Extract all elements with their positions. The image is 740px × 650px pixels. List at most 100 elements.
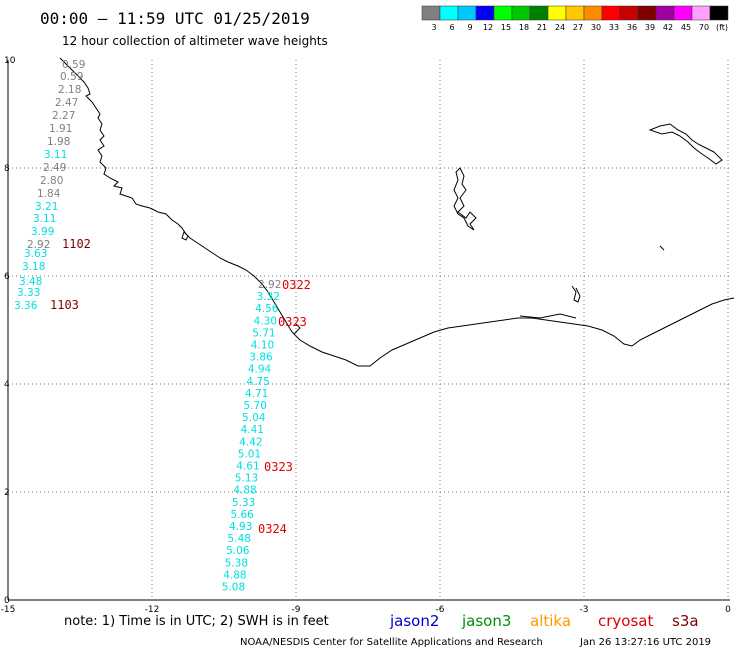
cycle-label: 0324 (258, 522, 287, 536)
wave-height-value: 3.32 (257, 291, 280, 303)
inland-river-3 (659, 245, 665, 251)
y-tick-label: 8 (4, 164, 10, 174)
inland-river-1 (571, 285, 581, 303)
scale-swatch (619, 5, 639, 21)
y-tick-label: 0 (4, 596, 10, 606)
scale-swatch (637, 5, 657, 21)
wave-height-value: 4.71 (245, 388, 268, 400)
coastline-inlet-2 (293, 323, 301, 335)
scale-swatch (655, 5, 675, 21)
x-tick-label: -12 (145, 605, 160, 615)
scale-swatch (565, 5, 585, 21)
coastline-inlet-3 (519, 313, 577, 319)
wave-height-value: 4.10 (251, 340, 274, 352)
scale-label: 18 (519, 23, 529, 32)
scale-swatch (439, 5, 459, 21)
mission-legend: jason2 jason3 altika cryosat s3a (389, 612, 699, 630)
scale-label: 33 (609, 23, 619, 32)
wave-height-value: 4.61 (236, 461, 259, 473)
wave-height-value: 5.01 (238, 448, 261, 460)
y-tick-label: 10 (4, 56, 16, 66)
scale-label: 9 (467, 23, 472, 32)
coastline (59, 57, 735, 367)
grid-lines (8, 60, 730, 600)
wave-height-value: 2.27 (52, 110, 75, 122)
scale-label: 39 (645, 23, 655, 32)
mission-jason2-label: jason2 (389, 612, 439, 630)
wave-height-value: 3.33 (17, 287, 40, 299)
scale-swatch (457, 5, 477, 21)
scale-label: 42 (663, 23, 673, 32)
wave-height-value: 5.04 (242, 412, 266, 424)
wave-height-value: 4.75 (246, 376, 269, 388)
scale-label: 3 (431, 23, 436, 32)
cycle-label: 0322 (282, 278, 311, 292)
scale-label: 27 (573, 23, 583, 32)
scale-swatch (493, 5, 513, 21)
wave-height-value: 5.38 (225, 557, 248, 569)
credit-text: NOAA/NESDIS Center for Satellite Applica… (240, 637, 543, 648)
cycle-label: 0323 (264, 460, 293, 474)
scale-swatch (475, 5, 495, 21)
mission-jason3-label: jason3 (461, 612, 511, 630)
wave-height-value: 0.59 (62, 59, 85, 71)
wave-height-value: 5.48 (228, 533, 251, 545)
scale-swatch (421, 5, 441, 21)
wave-height-value: 2.47 (55, 97, 78, 109)
cycle-label: 1103 (50, 298, 79, 312)
wave-height-value: 4.88 (223, 569, 246, 581)
scale-label: 15 (501, 23, 511, 32)
coastline-mainland (59, 57, 735, 367)
y-tick-label: 2 (4, 488, 10, 498)
wave-height-value: 3.36 (14, 300, 38, 312)
wave-height-value: 3.48 (19, 276, 42, 288)
scale-label: 45 (681, 23, 691, 32)
mission-altika-label: altika (530, 612, 571, 630)
track-2-cycle-labels: 0322 0323 0323 0324 (258, 278, 311, 536)
y-tick-label: 6 (4, 272, 10, 282)
x-tick-label: -15 (1, 605, 16, 615)
scale-label: 12 (483, 23, 493, 32)
wave-height-value: 2.92 (27, 239, 50, 251)
mission-cryosat-label: cryosat (598, 612, 653, 630)
wave-height-value: 2.18 (58, 84, 81, 96)
scale-label: 21 (537, 23, 547, 32)
y-axis-ticks: 0 2 4 6 8 10 (4, 56, 16, 606)
wave-height-value: 3.11 (33, 213, 56, 225)
x-tick-label: -9 (292, 605, 301, 615)
track-1-cycle-labels: 1102 1103 (50, 237, 91, 312)
wave-height-value: 3.63 (24, 248, 47, 260)
cycle-label: 1102 (62, 237, 91, 251)
wave-height-value: 4.93 (229, 521, 252, 533)
wave-height-value: 5.13 (235, 473, 258, 485)
scale-label: 70 (699, 23, 709, 32)
wave-height-value: 4.94 (248, 364, 272, 376)
wave-height-value: 4.30 (254, 315, 277, 327)
wave-height-value: 5.71 (252, 327, 275, 339)
wave-height-value: 4.56 (255, 303, 279, 315)
y-tick-label: 4 (4, 380, 10, 390)
scale-swatch (691, 5, 711, 21)
wave-height-value: 3.99 (31, 226, 54, 238)
map-subtitle: 12 hour collection of altimeter wave hei… (62, 34, 328, 48)
scale-label: 6 (449, 23, 454, 32)
wave-height-value: 3.21 (35, 201, 58, 213)
wave-height-value: 5.08 (222, 582, 245, 594)
scale-swatch (673, 5, 693, 21)
lake-volta (453, 167, 477, 231)
x-tick-label: -6 (436, 605, 445, 615)
scale-swatch (601, 5, 621, 21)
wave-height-value: 1.84 (37, 188, 61, 200)
scale-swatch (529, 5, 549, 21)
wave-height-value: 5.70 (244, 400, 267, 412)
timestamp-text: Jan 26 13:27:16 UTC 2019 (579, 637, 711, 648)
x-tick-label: -3 (580, 605, 589, 615)
wave-height-value: 2.92 (258, 279, 281, 291)
footer-note: note: 1) Time is in UTC; 2) SWH is in fe… (64, 614, 329, 629)
wave-height-value: 1.98 (47, 136, 70, 148)
map-title: 00:00 – 11:59 UTC 01/25/2019 (40, 9, 310, 28)
scale-swatch (547, 5, 567, 21)
wave-height-value: 5.06 (226, 545, 250, 557)
